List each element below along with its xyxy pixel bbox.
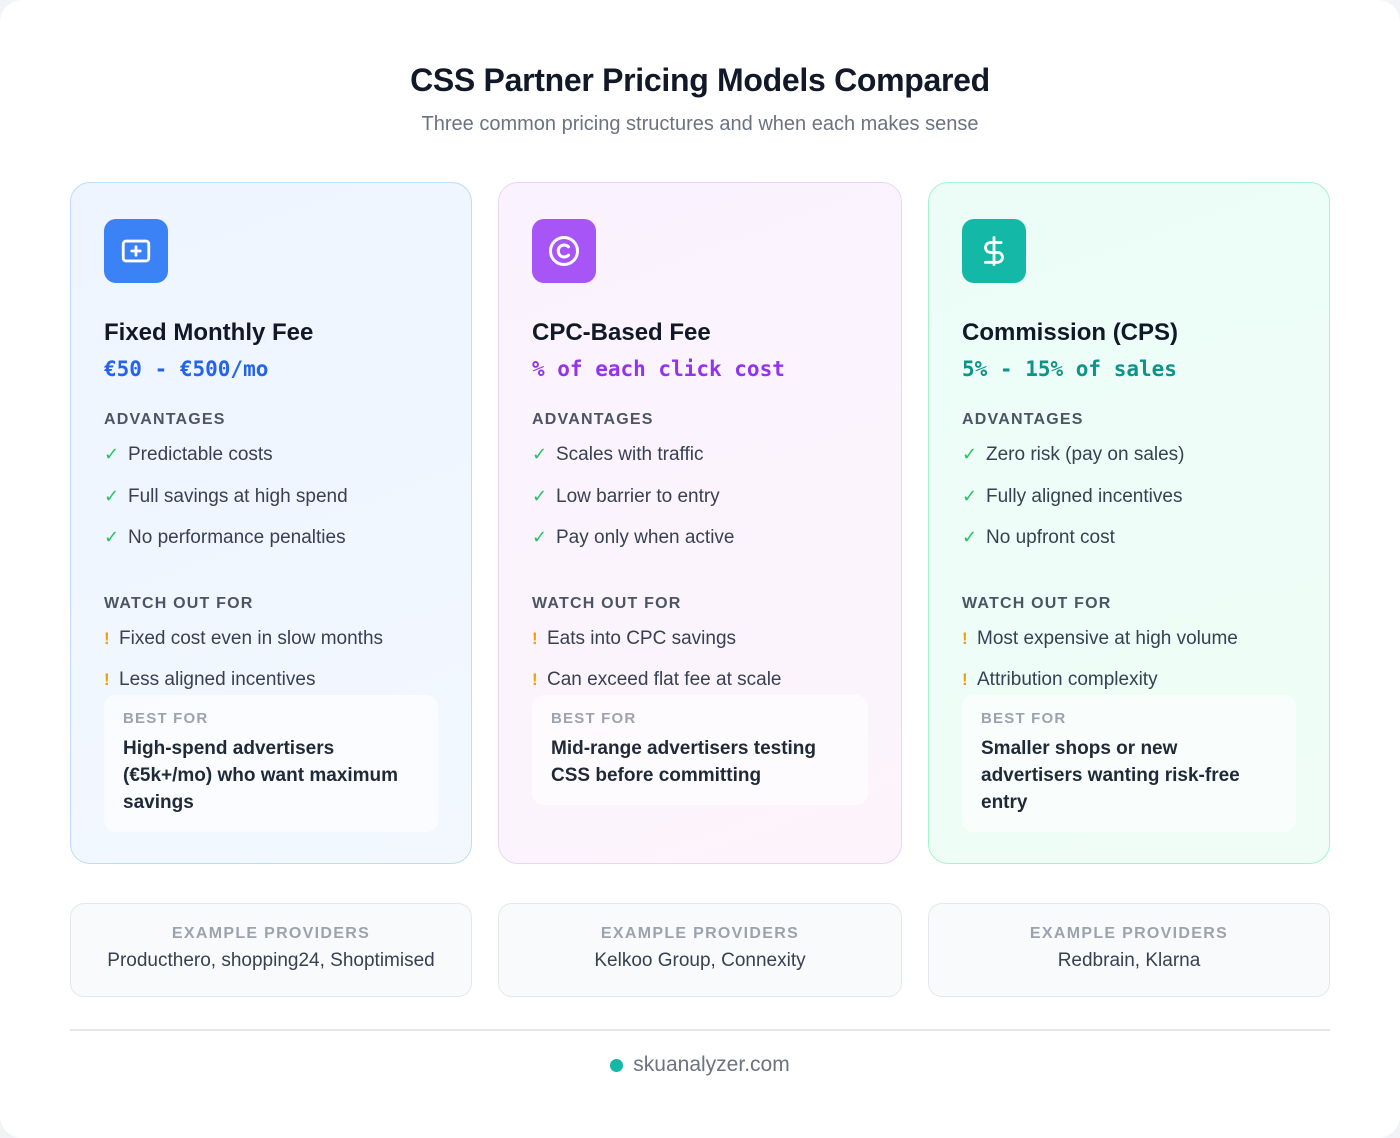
list-item: ✓ Zero risk (pay on sales) [962, 444, 1296, 486]
best-for-text: High-spend advertisers (€5k+/mo) who wan… [123, 738, 399, 813]
warning-icon: ! [104, 670, 110, 689]
page-title: CSS Partner Pricing Models Compared [410, 62, 990, 98]
watch-out-label: WATCH OUT FOR [962, 594, 1112, 612]
providers-text: Redbrain, Klarna [1057, 950, 1201, 971]
advantage-text: No performance penalties [128, 527, 346, 548]
best-for-text: Smaller shops or new advertisers wanting… [981, 738, 1240, 813]
providers-text: Producthero, shopping24, Shoptimised [107, 950, 435, 971]
list-item: ! Most expensive at high volume [962, 628, 1296, 670]
advantages-label: ADVANTAGES [104, 411, 226, 428]
watch-out-text: Fixed cost even in slow months [119, 627, 384, 649]
list-item: ! Attribution complexity [962, 669, 1296, 711]
card-title: CPC-Based Fee [532, 319, 711, 346]
best-for-label: BEST FOR [123, 710, 209, 727]
plus-square-icon [104, 219, 168, 283]
advantage-text: Full savings at high spend [128, 485, 348, 507]
footer: skuanalyzer.com [0, 1053, 1400, 1077]
check-icon: ✓ [532, 527, 548, 547]
best-for-label: BEST FOR [551, 710, 637, 727]
watch-out-label: WATCH OUT FOR [532, 594, 682, 612]
best-for-box: BEST FOR Smaller shops or new advertiser… [962, 695, 1296, 832]
dollar-icon [962, 219, 1026, 283]
watch-out-text: Eats into CPC savings [547, 627, 737, 649]
providers-label: EXAMPLE PROVIDERS [171, 925, 371, 942]
pricing-card-commission: Commission (CPS) 5% - 15% of sales ADVAN… [928, 182, 1330, 864]
best-for-label: BEST FOR [981, 710, 1067, 727]
list-item: ! Can exceed flat fee at scale [532, 669, 868, 711]
watch-out-text: Most expensive at high volume [977, 627, 1238, 649]
watch-out-list: ! Eats into CPC savings ! Can exceed flat … [532, 628, 868, 711]
watch-out-label: WATCH OUT FOR [104, 594, 254, 612]
check-icon: ✓ [532, 485, 548, 506]
check-icon: ✓ [104, 485, 120, 506]
watch-out-text: Attribution complexity [977, 669, 1158, 690]
card-price: 5% - 15% of sales [962, 357, 1177, 381]
advantage-text: Scales with traffic [556, 444, 704, 465]
copyright-icon [532, 219, 596, 283]
providers-label: EXAMPLE PROVIDERS [600, 925, 800, 942]
check-icon: ✓ [962, 485, 978, 506]
warning-icon: ! [962, 628, 968, 648]
advantage-text: Pay only when active [556, 527, 735, 548]
check-icon: ✓ [962, 444, 978, 464]
best-for-box: BEST FOR High-spend advertisers (€5k+/mo… [104, 695, 438, 832]
warning-icon: ! [962, 670, 968, 689]
advantages-list: ✓ Zero risk (pay on sales) ✓ Fully aligned… [962, 444, 1296, 569]
list-item: ✓ No upfront cost [962, 527, 1296, 569]
card-title: Commission (CPS) [962, 319, 1179, 346]
status-dot-icon [610, 1058, 624, 1072]
list-item: ✓ No performance penalties [104, 527, 438, 569]
list-item: ✓ Predictable costs [104, 444, 438, 486]
providers-box-commission: EXAMPLE PROVIDERS Redbrain, Klarna [928, 903, 1330, 997]
footer-site-link[interactable]: skuanalyzer.com [633, 1053, 790, 1076]
advantages-list: ✓ Predictable costs ✓ Full savings at high… [104, 444, 438, 569]
warning-icon: ! [532, 628, 538, 648]
advantages-label: ADVANTAGES [962, 411, 1084, 428]
card-price: €50 - €500/mo [104, 357, 269, 381]
check-icon: ✓ [104, 444, 120, 464]
providers-box-cpc: EXAMPLE PROVIDERS Kelkoo Group, Connexit… [498, 903, 902, 997]
advantage-text: Fully aligned incentives [986, 485, 1183, 507]
watch-out-text: Can exceed flat fee at scale [547, 669, 782, 690]
check-icon: ✓ [532, 444, 548, 464]
providers-box-fixed: EXAMPLE PROVIDERS Producthero, shopping2… [70, 903, 472, 997]
advantage-text: Low barrier to entry [556, 485, 720, 507]
advantage-text: Predictable costs [128, 444, 273, 465]
advantage-text: Zero risk (pay on sales) [986, 444, 1185, 465]
watch-out-list: ! Most expensive at high volume ! Attribut… [962, 628, 1296, 711]
advantages-list: ✓ Scales with traffic ✓ Low barrier to ent… [532, 444, 868, 569]
warning-icon: ! [532, 670, 538, 689]
watch-out-list: ! Fixed cost even in slow months ! Less al… [104, 628, 438, 711]
advantage-text: No upfront cost [986, 527, 1115, 548]
watch-out-text: Less aligned incentives [119, 669, 316, 690]
advantages-label: ADVANTAGES [532, 411, 654, 428]
best-for-text: Mid-range advertisers testing CSS before… [551, 738, 817, 786]
card-price: % of each click cost [532, 357, 785, 381]
page-subtitle: Three common pricing structures and when… [421, 113, 979, 135]
pricing-card-cpc: CPC-Based Fee % of each click cost ADVAN… [498, 182, 902, 864]
warning-icon: ! [104, 628, 110, 648]
providers-text: Kelkoo Group, Connexity [594, 950, 806, 971]
list-item: ✓ Low barrier to entry [532, 486, 868, 528]
list-item: ✓ Full savings at high spend [104, 486, 438, 528]
best-for-box: BEST FOR Mid-range advertisers testing C… [532, 695, 868, 805]
list-item: ! Fixed cost even in slow months [104, 628, 438, 670]
list-item: ✓ Fully aligned incentives [962, 486, 1296, 528]
footer-divider [70, 1029, 1330, 1031]
card-title: Fixed Monthly Fee [104, 319, 314, 346]
check-icon: ✓ [962, 527, 978, 547]
pricing-card-fixed: Fixed Monthly Fee €50 - €500/mo ADVANTAG… [70, 182, 472, 864]
list-item: ✓ Scales with traffic [532, 444, 868, 486]
list-item: ✓ Pay only when active [532, 527, 868, 569]
providers-label: EXAMPLE PROVIDERS [1029, 925, 1229, 942]
check-icon: ✓ [104, 527, 120, 547]
list-item: ! Less aligned incentives [104, 669, 438, 711]
list-item: ! Eats into CPC savings [532, 628, 868, 670]
